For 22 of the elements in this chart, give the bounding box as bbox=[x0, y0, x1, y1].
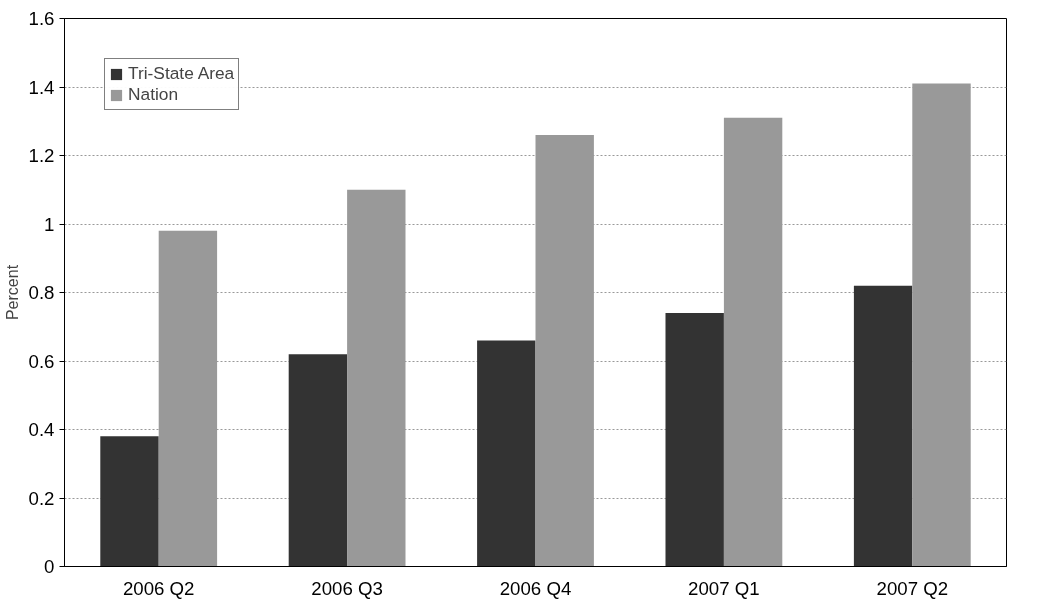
y-tick-label: 0.8 bbox=[28, 282, 55, 303]
y-tick-label: 1.2 bbox=[28, 145, 55, 166]
x-tick-label: 2006 Q4 bbox=[499, 577, 572, 599]
bar bbox=[853, 285, 913, 567]
bar bbox=[477, 340, 536, 567]
bar bbox=[100, 436, 159, 567]
legend-label: Nation bbox=[128, 84, 179, 105]
y-tick-label: 1 bbox=[44, 213, 55, 235]
legend-label: Tri-State Area bbox=[128, 63, 235, 84]
y-tick-label: 0 bbox=[44, 556, 55, 577]
x-tick-label: 2007 Q2 bbox=[876, 577, 949, 599]
bar bbox=[665, 313, 724, 567]
y-axis-title: Percent bbox=[3, 264, 21, 321]
x-tick-label: 2006 Q2 bbox=[122, 577, 195, 599]
y-tick-label: 0.2 bbox=[28, 487, 55, 509]
bar bbox=[288, 354, 348, 567]
y-tick-label: 0.6 bbox=[28, 350, 55, 372]
x-tick-label: 2007 Q1 bbox=[688, 577, 760, 599]
y-tick-label: 1.6 bbox=[28, 8, 55, 29]
y-tick-label: 1.4 bbox=[28, 76, 55, 98]
y-tick-label: 0.4 bbox=[28, 419, 55, 440]
x-tick-label: 2006 Q3 bbox=[311, 577, 383, 599]
